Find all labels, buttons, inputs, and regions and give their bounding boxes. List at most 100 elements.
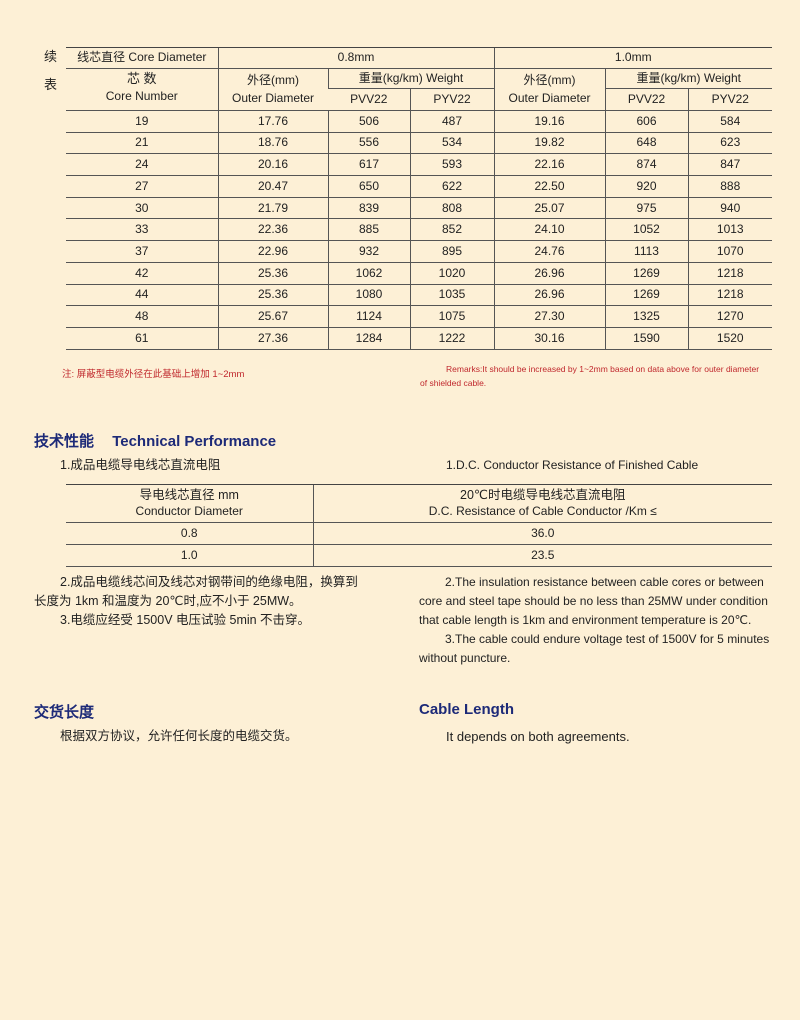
cell: 975: [604, 197, 688, 220]
cell: 44: [66, 284, 218, 307]
table-row: 24 20.16 617 593 22.16 874 847: [66, 153, 772, 177]
col1-cn: 导电线芯直径 mm: [139, 487, 239, 502]
pyv22-b-header: PYV22: [687, 88, 772, 111]
cell: 37: [66, 240, 218, 263]
cell: 30.16: [493, 327, 605, 350]
cell: 18.76: [217, 132, 328, 155]
cell: 847: [687, 153, 772, 177]
note-cn: 注: 屏蔽型电缆外径在此基础上增加 1~2mm: [62, 369, 245, 380]
size-b-header: 1.0mm: [493, 47, 772, 69]
side-label-continued: 续: [44, 49, 58, 64]
cell: 1.0: [66, 544, 313, 567]
cell: 1222: [409, 327, 494, 350]
cell: 17.76: [217, 110, 328, 133]
table-row: 48 25.67 1124 1075 27.30 1325 1270: [66, 305, 772, 328]
cell: 22.96: [217, 240, 328, 263]
cell: 21: [66, 132, 218, 155]
cell: 874: [604, 153, 688, 177]
outer-diameter-b-header: 外径(mm) Outer Diameter: [493, 68, 605, 111]
table-row: 33 22.36 885 852 24.10 1052 1013: [66, 218, 772, 242]
table-row: 37 22.96 932 895 24.76 1113 1070: [66, 240, 772, 263]
tech-heading: 技术性能 Technical Performance: [34, 430, 276, 451]
cell: 25.36: [217, 284, 328, 307]
outer-en: Outer Diameter: [508, 91, 591, 105]
cell: 22.50: [493, 175, 605, 198]
size-a-header: 0.8mm: [217, 47, 494, 69]
cell: 1035: [409, 284, 494, 307]
note-en-line2: of shielded cable.: [420, 378, 487, 388]
item1-en: 1.D.C. Conductor Resistance of Finished …: [446, 458, 699, 472]
cell: 23.5: [312, 544, 772, 567]
item2-cn-line1: 2.成品电缆线芯间及线芯对钢带间的绝缘电阻，换算到: [60, 575, 358, 589]
cell: 606: [604, 110, 688, 133]
item3-cn: 3.电缆应经受 1500V 电压试验 5min 不击穿。: [60, 613, 311, 627]
cell: 30: [66, 197, 218, 220]
cell: 623: [687, 132, 772, 155]
cell: 25.36: [217, 262, 328, 285]
cell: 888: [687, 175, 772, 198]
cell: 1075: [409, 305, 494, 328]
cell: 932: [327, 240, 410, 263]
table-row: 44 25.36 1080 1035 26.96 1269 1218: [66, 284, 772, 307]
table-row: 1.0 23.5: [66, 544, 772, 567]
cell: 1080: [327, 284, 410, 307]
weight-b-header: 重量(kg/km) Weight: [604, 68, 772, 89]
note-en: Remarks:It should be increased by 1~2mm …: [420, 362, 775, 390]
cell: 25.67: [217, 305, 328, 328]
pvv22-b-header: PVV22: [604, 88, 688, 111]
cell: 895: [409, 240, 494, 263]
weight-a-header: 重量(kg/km) Weight: [327, 68, 494, 89]
cell: 556: [327, 132, 410, 155]
cell: 650: [327, 175, 410, 198]
cell: 1218: [687, 284, 772, 307]
side-label-table: 表: [44, 77, 58, 92]
item2-en-line3: that cable length is 1km and environment…: [419, 613, 752, 627]
core-number-header: 芯 数 Core Number: [66, 68, 218, 111]
cell: 852: [409, 218, 494, 242]
table-row: 61 27.36 1284 1222 30.16 1590 1520: [66, 327, 772, 350]
cell: 25.07: [493, 197, 605, 220]
cell: 622: [409, 175, 494, 198]
item2-cn-line2: 长度为 1km 和温度为 20℃时,应不小于 25MW。: [34, 594, 302, 608]
core-number-cn: 芯 数: [126, 71, 157, 86]
cell: 534: [409, 132, 494, 155]
outer-cn: 外径(mm): [523, 72, 576, 87]
cell: 1020: [409, 262, 494, 285]
cell: 648: [604, 132, 688, 155]
cell: 24.10: [493, 218, 605, 242]
cell: 42: [66, 262, 218, 285]
cell: 1013: [687, 218, 772, 242]
cell: 808: [409, 197, 494, 220]
cell: 1269: [604, 284, 688, 307]
cell: 1218: [687, 262, 772, 285]
cell: 1070: [687, 240, 772, 263]
cable-spec-table: 线芯直径 Core Diameter 0.8mm 1.0mm 芯 数 Core …: [66, 47, 772, 350]
col2-en: D.C. Resistance of Cable Conductor /Km ≤: [428, 504, 657, 519]
outer-diameter-a-header: 外径(mm) Outer Diameter: [217, 68, 328, 111]
outer-cn: 外径(mm): [247, 72, 299, 87]
cell: 24: [66, 153, 218, 177]
cell: 26.96: [493, 262, 605, 285]
length-text-cn: 根据双方协议，允许任何长度的电缆交货。: [60, 729, 298, 743]
cell: 20.16: [217, 153, 328, 177]
cell: 21.79: [217, 197, 328, 220]
cell: 617: [327, 153, 410, 177]
conductor-diameter-header: 导电线芯直径 mm Conductor Diameter: [66, 484, 313, 523]
cell: 1269: [604, 262, 688, 285]
length-heading-cn: 交货长度: [34, 704, 95, 721]
cell: 1590: [604, 327, 688, 350]
cell: 33: [66, 218, 218, 242]
cell: 0.8: [66, 522, 313, 545]
cell: 839: [327, 197, 410, 220]
cell: 24.76: [493, 240, 605, 263]
resistance-table: 导电线芯直径 mm Conductor Diameter 20℃时电缆导电线芯直…: [66, 484, 772, 567]
cell: 19.82: [493, 132, 605, 155]
item1-cn: 1.成品电缆导电线芯直流电阻: [60, 458, 221, 472]
col1-en: Conductor Diameter: [135, 504, 243, 519]
cell: 593: [409, 153, 494, 177]
item3-en-line2: without puncture.: [419, 651, 511, 665]
item2-en-line1: 2.The insulation resistance between cabl…: [445, 575, 764, 589]
note-en-line1: Remarks:It should be increased by 1~2mm …: [446, 364, 760, 374]
core-diameter-header: 线芯直径 Core Diameter: [66, 47, 218, 69]
cell: 19: [66, 110, 218, 133]
